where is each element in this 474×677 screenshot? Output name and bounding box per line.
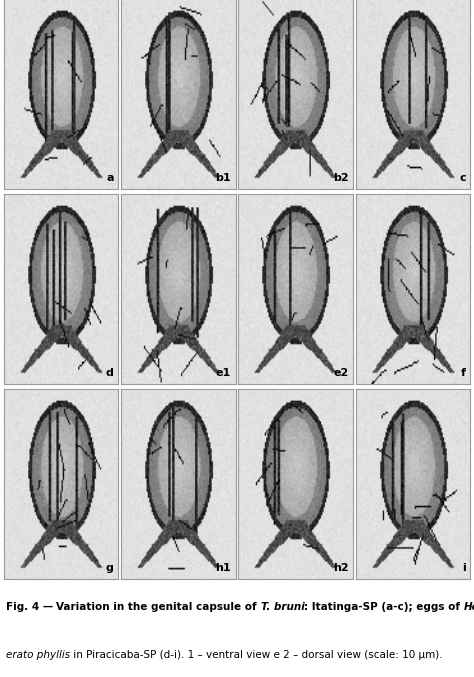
Text: T. bruni: T. bruni [261,602,304,612]
Text: d: d [106,368,114,378]
Text: c: c [459,173,465,183]
Text: Fig. 4 —: Fig. 4 — [6,602,56,612]
Text: e2: e2 [333,368,348,378]
Text: i: i [462,563,465,573]
Text: h1: h1 [215,563,231,573]
Text: Heliconius: Heliconius [464,602,474,612]
Text: : Itatinga-SP (a-c); eggs of: : Itatinga-SP (a-c); eggs of [304,602,464,612]
Text: b2: b2 [333,173,348,183]
Text: in Piracicaba-SP (d-i). 1 – ventral view e 2 – dorsal view (scale: 10 μm).: in Piracicaba-SP (d-i). 1 – ventral view… [70,650,442,659]
Text: Variation in the genital capsule of: Variation in the genital capsule of [56,602,261,612]
Text: f: f [461,368,465,378]
Text: e1: e1 [216,368,231,378]
Text: h2: h2 [333,563,348,573]
Text: a: a [106,173,114,183]
Text: g: g [106,563,114,573]
Text: erato phyllis: erato phyllis [6,650,70,659]
Text: b1: b1 [215,173,231,183]
